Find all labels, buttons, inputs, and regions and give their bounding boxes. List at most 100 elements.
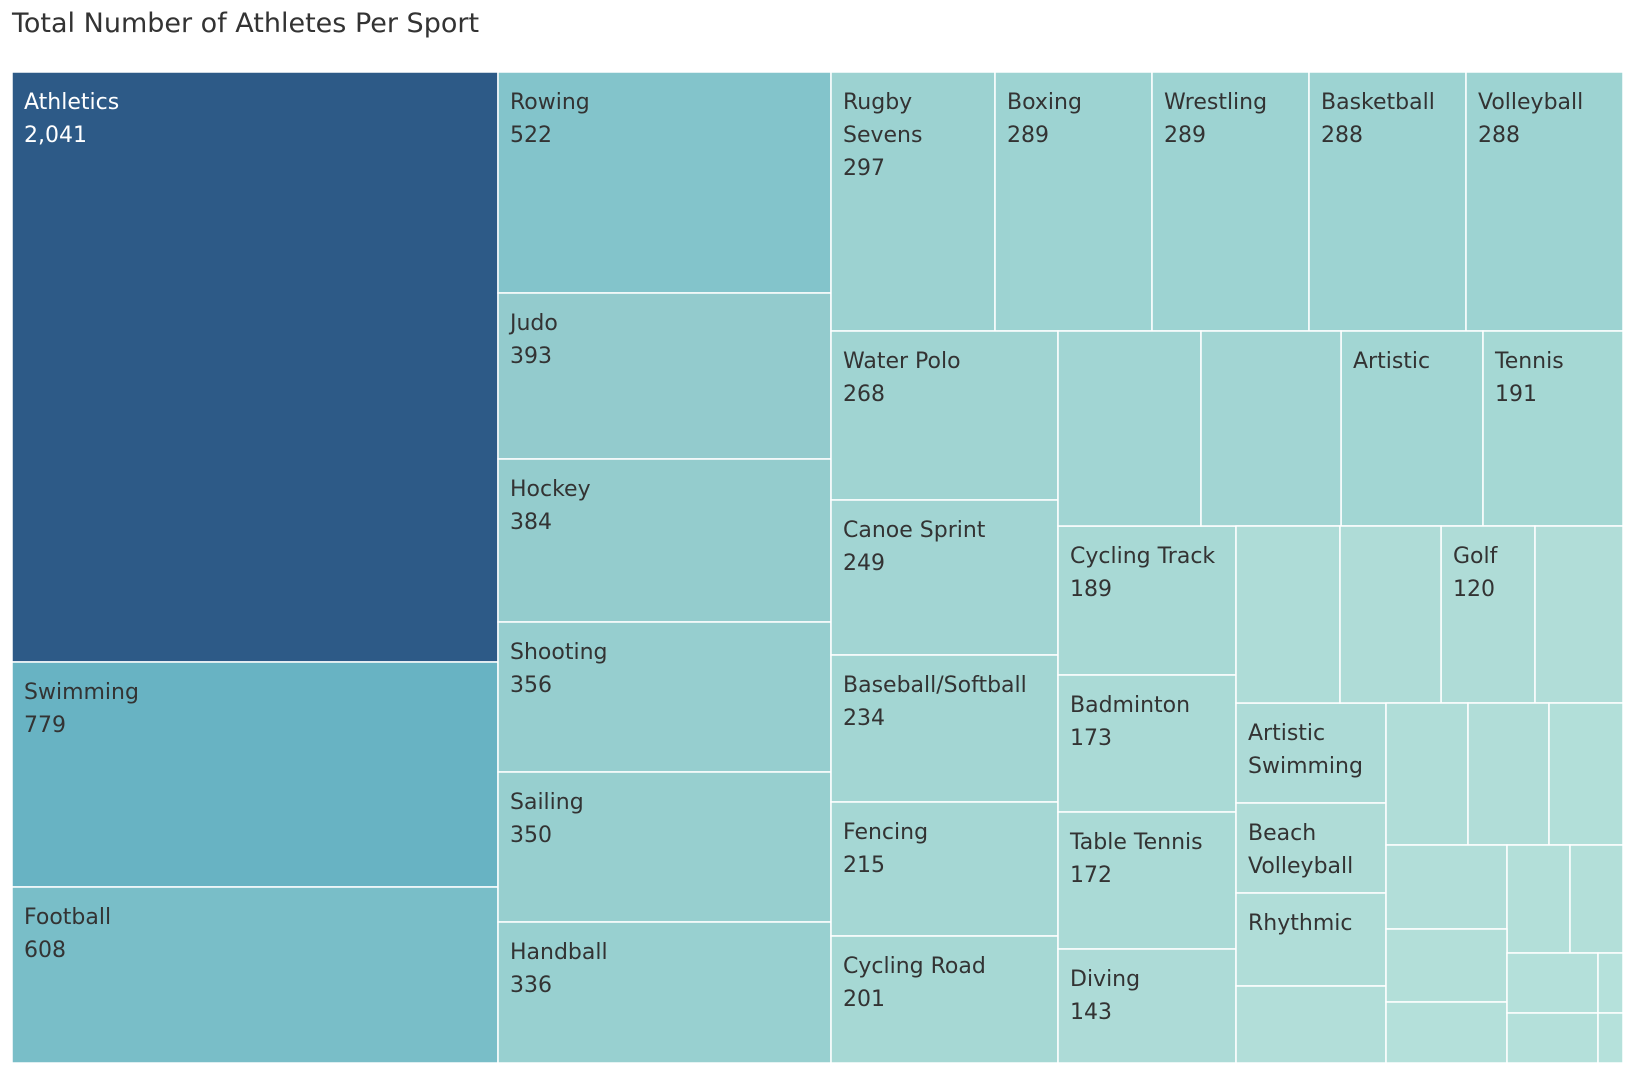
tile-fencing[interactable] [830,801,1059,937]
tile-unlabeled-15[interactable] [1506,952,1599,1014]
chart-title: Total Number of Athletes Per Sport [12,8,480,39]
tile-unlabeled-18[interactable] [1597,1012,1624,1064]
tile-value-wrestling: 289 [1164,123,1206,148]
tile-unlabeled-5[interactable] [1534,525,1624,704]
tile-unlabeled-13[interactable] [1385,928,1508,1003]
tile-label-baseball-softball: Baseball/Softball [843,673,1027,698]
tile-cycling-track[interactable] [1057,525,1237,676]
tile-label-rowing: Rowing [510,90,590,115]
tile-volleyball[interactable] [1465,71,1624,332]
tile-golf[interactable] [1440,525,1536,704]
tile-value-shooting: 356 [510,673,552,698]
tile-rhythmic[interactable] [1235,892,1387,987]
tile-athletics[interactable] [11,71,499,663]
tile-label-cycling-track: Cycling Track [1070,544,1215,569]
tile-handball[interactable] [497,921,832,1064]
tile-value-fencing: 215 [843,853,885,878]
tile-baseball-softball[interactable] [830,654,1059,803]
tile-label-volleyball: Volleyball [1478,90,1583,115]
tile-unlabeled-12[interactable] [1569,844,1624,954]
tile-sailing[interactable] [497,771,832,923]
tile-diving[interactable] [1057,948,1237,1064]
tile-cycling-road[interactable] [830,935,1059,1064]
tile-label-water-polo: Water Polo [843,349,961,374]
tile-value-sailing: 350 [510,823,552,848]
tile-label-football: Football [24,905,111,930]
tile-unlabeled-7[interactable] [1467,702,1550,846]
tile-value-table-tennis: 172 [1070,863,1112,888]
tile-label-cycling-road: Cycling Road [843,954,986,979]
tile-label-canoe-sprint: Canoe Sprint [843,518,986,543]
tile-label-tennis: Tennis [1494,349,1564,374]
tile-unlabeled-16[interactable] [1597,952,1624,1014]
tile-water-polo[interactable] [830,330,1059,501]
tile-value-tennis: 191 [1495,382,1537,407]
tile-boxing[interactable] [994,71,1153,332]
tile-unlabeled-17[interactable] [1506,1012,1599,1064]
tile-canoe-sprint[interactable] [830,499,1059,656]
tile-value-hockey: 384 [510,510,552,535]
tile-value-swimming: 779 [24,713,66,738]
tile-label-beach-volleyball: Beach [1248,821,1316,846]
tile-value-judo: 393 [510,344,552,369]
tile-label-rugby-sevens-line2: Sevens [843,123,922,148]
tile-label-artistic-swimming-line2: Swimming [1248,754,1363,779]
tile-value-cycling-track: 189 [1070,577,1112,602]
tile-value-badminton: 173 [1070,726,1112,751]
tile-value-golf: 120 [1453,577,1495,602]
tile-value-volleyball: 288 [1478,123,1520,148]
tile-tennis[interactable] [1482,330,1624,527]
tile-unlabeled-4[interactable] [1339,525,1442,704]
tile-unlabeled-8[interactable] [1548,702,1624,846]
tile-label-basketball: Basketball [1321,90,1435,115]
tile-unlabeled-11[interactable] [1506,844,1571,954]
tile-label-fencing: Fencing [843,820,928,845]
tile-value-boxing: 289 [1007,123,1049,148]
tile-artistic[interactable] [1340,330,1484,527]
tile-label-rugby-sevens: Rugby [843,90,912,115]
tile-value-basketball: 288 [1321,123,1363,148]
tile-label-table-tennis: Table Tennis [1069,830,1203,855]
tile-label-boxing: Boxing [1007,90,1082,115]
tile-value-handball: 336 [510,973,552,998]
tile-judo[interactable] [497,292,832,460]
tile-value-rowing: 522 [510,123,552,148]
tile-label-rhythmic: Rhythmic [1248,911,1352,936]
tile-unlabeled-6[interactable] [1385,702,1469,846]
tile-basketball[interactable] [1308,71,1467,332]
tile-badminton[interactable] [1057,674,1237,813]
tile-swimming[interactable] [11,661,499,888]
tile-unlabeled-1[interactable] [1057,330,1202,527]
tile-label-judo: Judo [508,311,558,336]
tile-value-diving: 143 [1070,1000,1112,1025]
tile-label-sailing: Sailing [510,790,584,815]
tile-unlabeled-10[interactable] [1385,844,1508,930]
tile-value-canoe-sprint: 249 [843,551,885,576]
tile-value-baseball-softball: 234 [843,706,885,731]
tile-value-rugby-sevens: 297 [843,156,885,181]
tile-rowing[interactable] [497,71,832,294]
tile-unlabeled-14[interactable] [1385,1001,1508,1064]
tile-label-diving: Diving [1070,967,1140,992]
tile-value-cycling-road: 201 [843,987,885,1012]
tile-rugby-sevens[interactable] [830,71,996,332]
tile-table-tennis[interactable] [1057,811,1237,950]
tile-beach-volleyball[interactable] [1235,802,1387,894]
tile-artistic-swimming[interactable] [1235,702,1387,804]
tile-value-water-polo: 268 [843,382,885,407]
tile-unlabeled-9[interactable] [1235,985,1387,1064]
tile-label-hockey: Hockey [510,477,591,502]
tile-label-badminton: Badminton [1070,693,1190,718]
tile-unlabeled-2[interactable] [1200,330,1342,527]
tile-value-football: 608 [24,938,66,963]
tile-football[interactable] [11,886,499,1064]
tile-label-wrestling: Wrestling [1164,90,1267,115]
tile-value-athletics: 2,041 [24,123,87,148]
tile-label-shooting: Shooting [510,640,607,665]
tile-label-artistic-swimming: Artistic [1248,721,1325,746]
tile-label-athletics: Athletics [24,90,119,115]
tile-label-golf: Golf [1453,544,1499,569]
tile-unlabeled-3[interactable] [1235,525,1341,704]
tile-label-handball: Handball [510,940,608,965]
tile-label-swimming: Swimming [24,680,139,705]
